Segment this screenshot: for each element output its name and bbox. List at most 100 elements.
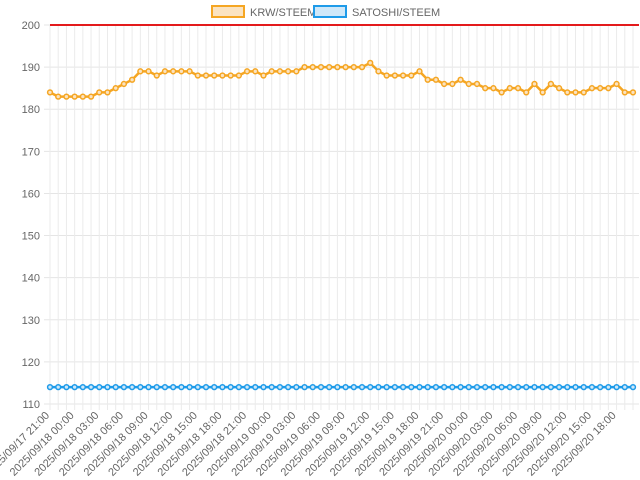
data-point-satoshi-steem[interactable] [317,384,325,391]
legend-label-satoshi-steem[interactable]: SATOSHI/STEEM [352,7,440,19]
data-point-satoshi-steem[interactable] [276,384,284,391]
data-point-krw-steem[interactable] [104,89,111,96]
data-point-krw-steem[interactable] [564,89,571,96]
data-point-satoshi-steem[interactable] [153,384,160,391]
data-point-krw-steem[interactable] [432,76,440,83]
data-point-krw-steem[interactable] [194,72,201,79]
data-point-krw-steem[interactable] [391,72,399,79]
data-point-satoshi-steem[interactable] [227,384,234,391]
data-point-satoshi-steem[interactable] [440,384,448,391]
data-point-krw-steem[interactable] [547,80,555,88]
data-point-satoshi-steem[interactable] [391,384,399,391]
data-point-krw-steem[interactable] [358,63,366,71]
data-point-krw-steem[interactable] [416,68,423,75]
data-point-satoshi-steem[interactable] [449,384,456,391]
data-point-krw-steem[interactable] [367,59,374,67]
data-point-satoshi-steem[interactable] [383,384,390,391]
data-point-satoshi-steem[interactable] [564,384,571,391]
data-point-krw-steem[interactable] [506,85,513,92]
data-point-satoshi-steem[interactable] [63,384,70,391]
data-point-krw-steem[interactable] [375,68,382,75]
data-point-krw-steem[interactable] [580,89,587,96]
data-point-krw-steem[interactable] [87,93,95,100]
data-point-satoshi-steem[interactable] [96,384,103,391]
data-point-satoshi-steem[interactable] [424,384,431,391]
data-point-satoshi-steem[interactable] [194,384,201,391]
data-point-satoshi-steem[interactable] [498,384,505,391]
data-point-krw-steem[interactable] [79,93,86,100]
data-point-krw-steem[interactable] [482,85,489,92]
data-point-satoshi-steem[interactable] [457,384,464,391]
legend-label-krw-steem[interactable]: KRW/STEEM [250,7,316,19]
data-point-krw-steem[interactable] [137,68,144,75]
data-point-satoshi-steem[interactable] [112,384,119,391]
data-point-satoshi-steem[interactable] [350,384,357,391]
data-point-satoshi-steem[interactable] [482,384,489,391]
data-point-krw-steem[interactable] [268,68,275,75]
data-point-satoshi-steem[interactable] [55,384,62,391]
data-point-krw-steem[interactable] [440,80,448,88]
data-point-krw-steem[interactable] [539,89,546,96]
data-point-satoshi-steem[interactable] [523,384,530,391]
legend-swatch-satoshi-steem[interactable] [313,5,347,18]
data-point-satoshi-steem[interactable] [235,384,243,391]
data-point-satoshi-steem[interactable] [490,384,497,391]
data-point-satoshi-steem[interactable] [572,384,579,391]
data-point-satoshi-steem[interactable] [408,384,415,391]
data-point-krw-steem[interactable] [342,63,349,71]
data-point-krw-steem[interactable] [284,68,292,75]
data-point-krw-steem[interactable] [211,72,218,79]
data-point-satoshi-steem[interactable] [555,384,563,391]
data-point-krw-steem[interactable] [408,72,415,79]
data-point-satoshi-steem[interactable] [268,384,275,391]
data-point-satoshi-steem[interactable] [539,384,546,391]
data-point-krw-steem[interactable] [161,68,169,75]
data-point-satoshi-steem[interactable] [506,384,513,391]
data-point-krw-steem[interactable] [112,85,119,92]
data-point-krw-steem[interactable] [96,89,103,96]
data-point-krw-steem[interactable] [383,72,390,79]
data-point-krw-steem[interactable] [523,89,530,96]
data-point-satoshi-steem[interactable] [128,384,136,391]
data-point-satoshi-steem[interactable] [334,384,341,391]
data-point-krw-steem[interactable] [621,89,628,96]
data-point-satoshi-steem[interactable] [161,384,169,391]
data-point-satoshi-steem[interactable] [473,384,481,391]
data-point-krw-steem[interactable] [235,72,243,79]
data-point-satoshi-steem[interactable] [309,384,316,391]
data-point-krw-steem[interactable] [490,85,497,92]
data-point-satoshi-steem[interactable] [211,384,218,391]
data-point-krw-steem[interactable] [145,68,152,75]
data-point-satoshi-steem[interactable] [79,384,86,391]
data-point-satoshi-steem[interactable] [375,384,382,391]
data-point-krw-steem[interactable] [186,68,193,75]
data-point-satoshi-steem[interactable] [399,384,407,391]
data-point-satoshi-steem[interactable] [432,384,440,391]
data-point-satoshi-steem[interactable] [243,384,251,391]
legend-swatch-krw-steem[interactable] [211,5,245,18]
data-point-satoshi-steem[interactable] [145,384,152,391]
data-point-krw-steem[interactable] [399,72,407,79]
data-point-krw-steem[interactable] [120,80,128,88]
data-point-satoshi-steem[interactable] [219,384,226,391]
data-point-satoshi-steem[interactable] [71,384,78,391]
data-point-krw-steem[interactable] [301,63,308,71]
data-point-krw-steem[interactable] [153,72,160,79]
data-point-krw-steem[interactable] [457,76,464,83]
data-point-krw-steem[interactable] [170,68,177,75]
data-point-krw-steem[interactable] [260,72,267,79]
data-point-satoshi-steem[interactable] [301,384,308,391]
data-point-satoshi-steem[interactable] [170,384,177,391]
data-point-satoshi-steem[interactable] [342,384,349,391]
data-point-krw-steem[interactable] [588,85,596,92]
data-point-krw-steem[interactable] [465,80,472,88]
data-point-krw-steem[interactable] [514,85,522,92]
data-point-satoshi-steem[interactable] [580,384,587,391]
data-point-krw-steem[interactable] [449,80,456,88]
data-point-satoshi-steem[interactable] [252,384,259,391]
data-point-krw-steem[interactable] [55,93,62,100]
data-point-krw-steem[interactable] [334,63,341,71]
data-point-satoshi-steem[interactable] [260,384,267,391]
data-point-satoshi-steem[interactable] [605,384,612,391]
data-point-krw-steem[interactable] [473,80,481,88]
